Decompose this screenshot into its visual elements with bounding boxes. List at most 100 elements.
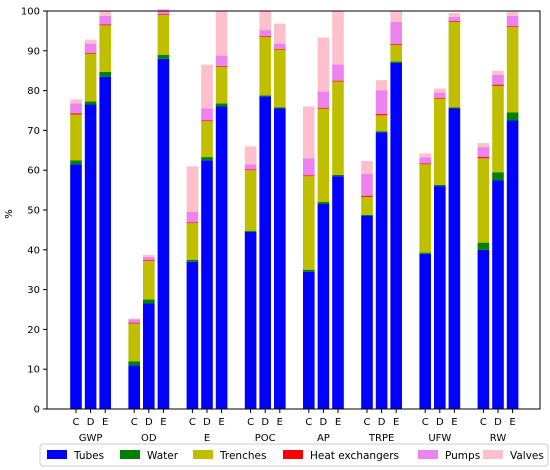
bar-segment-trenches — [143, 260, 155, 300]
y-tick-label: 30 — [27, 285, 40, 296]
bar-segment-heat-exchangers — [317, 107, 330, 109]
bar-segment-heat-exchangers — [143, 260, 155, 261]
bar-segment-water — [244, 230, 257, 232]
bar-segment-trenches — [244, 170, 257, 231]
legend-label: Pumps — [445, 450, 480, 462]
bar-segment-valves — [201, 64, 213, 109]
bar-segment-heat-exchangers — [70, 113, 82, 115]
bar-segment-valves — [492, 70, 504, 75]
legend-swatch — [193, 450, 213, 459]
bar-segment-water — [99, 71, 111, 77]
bar-segment-tubes — [390, 62, 402, 410]
bar-segment-tubes — [492, 180, 504, 409]
x-tick-label: E — [451, 417, 457, 428]
bar-segment-valves — [303, 106, 315, 159]
group-label: GWP — [79, 433, 103, 444]
bar-segment-tubes — [332, 176, 344, 409]
bar-segment-water — [303, 269, 315, 272]
y-tick-label: 100 — [21, 7, 40, 18]
x-tick-label: D — [261, 417, 269, 428]
bar-segment-heat-exchangers — [157, 14, 170, 15]
y-tick-label: 50 — [27, 206, 40, 217]
bar-segment-water — [390, 61, 402, 63]
bar-segment-pumps — [274, 43, 286, 49]
bar-segment-heat-exchangers — [419, 163, 431, 165]
bar-segment-tubes — [157, 58, 170, 409]
bar-segment-heat-exchangers — [128, 322, 140, 324]
bar-segment-water — [84, 101, 97, 105]
bar-segment-valves — [259, 11, 271, 31]
bar-segment-heat-exchangers — [99, 24, 111, 26]
x-tick-label: D — [87, 417, 95, 428]
bar-segment-water — [477, 242, 490, 250]
bar-segment-tubes — [477, 249, 490, 409]
bar-segment-valves — [128, 318, 140, 320]
bar-segment-valves — [361, 161, 373, 174]
bar-segment-pumps — [419, 157, 431, 164]
bar-segment-water — [186, 259, 199, 262]
y-tick-label: 80 — [27, 86, 40, 97]
bar-segment-pumps — [128, 319, 140, 323]
group-label: TRPE — [368, 433, 394, 444]
bar-segment-valves — [434, 88, 446, 93]
bar-segment-trenches — [506, 26, 519, 113]
axes-frame — [46, 10, 541, 410]
bar-segment-valves — [186, 166, 199, 212]
bars-layer — [70, 9, 519, 410]
legend: Tubes Water Trenches Heat exchangers Pumps Va… — [39, 443, 549, 467]
bar-segment-water — [201, 157, 213, 161]
bar-segment-tubes — [186, 261, 199, 409]
bar-segment-trenches — [84, 53, 97, 102]
bar-segment-valves — [419, 153, 431, 158]
x-tick-label: E — [102, 417, 108, 428]
bar-segment-pumps — [157, 11, 170, 15]
bar-segment-heat-exchangers — [332, 80, 344, 82]
bar-segment-trenches — [274, 49, 286, 108]
bar-segment-trenches — [157, 14, 170, 55]
bar-segment-heat-exchangers — [492, 84, 504, 86]
legend-label: Heat exchangers — [310, 450, 399, 462]
bar-segment-heat-exchangers — [259, 36, 271, 37]
bar-segment-water — [492, 172, 504, 181]
bar-segment-valves — [84, 39, 97, 44]
bar-segment-trenches — [332, 81, 344, 175]
bar-segment-tubes — [70, 164, 82, 409]
legend-swatch — [483, 450, 503, 459]
bar-segment-pumps — [434, 92, 446, 98]
bar-segment-water — [448, 107, 461, 109]
bar-segment-heat-exchangers — [84, 52, 97, 54]
bar-segment-heat-exchangers — [186, 222, 199, 224]
legend-label: Water — [147, 450, 179, 462]
y-axis: 0 10 20 30 40 50 60 70 80 90 100 — [21, 7, 47, 416]
x-tick-label: E — [160, 417, 166, 428]
bar-segment-heat-exchangers — [274, 48, 286, 50]
group-label: AP — [317, 433, 330, 444]
bar-segment-pumps — [492, 74, 504, 85]
legend-swatch — [283, 450, 303, 459]
bar-segment-pumps — [201, 108, 213, 121]
legend-label: Tubes — [73, 450, 104, 462]
x-tick-label: C — [247, 417, 254, 428]
bar-segment-trenches — [303, 176, 315, 270]
x-tick-label: E — [509, 417, 515, 428]
bar-segment-valves — [215, 11, 228, 56]
bar-segment-pumps — [70, 103, 82, 114]
x-tick-label: D — [494, 417, 502, 428]
bar-segment-tubes — [244, 231, 257, 409]
y-tick-label: 20 — [27, 325, 40, 336]
bar-segment-pumps — [448, 16, 461, 21]
bar-segment-tubes — [84, 104, 97, 409]
bar-segment-tubes — [128, 365, 140, 409]
bar-segment-valves — [448, 12, 461, 17]
bar-segment-valves — [143, 254, 155, 257]
bar-segment-water — [157, 54, 170, 59]
bar-segment-tubes — [274, 108, 286, 409]
bar-segment-pumps — [84, 43, 97, 53]
bar-segment-pumps — [390, 21, 402, 45]
bar-segment-heat-exchangers — [244, 169, 257, 171]
y-tick-label: 70 — [27, 126, 40, 137]
legend-label: Trenches — [219, 450, 266, 462]
